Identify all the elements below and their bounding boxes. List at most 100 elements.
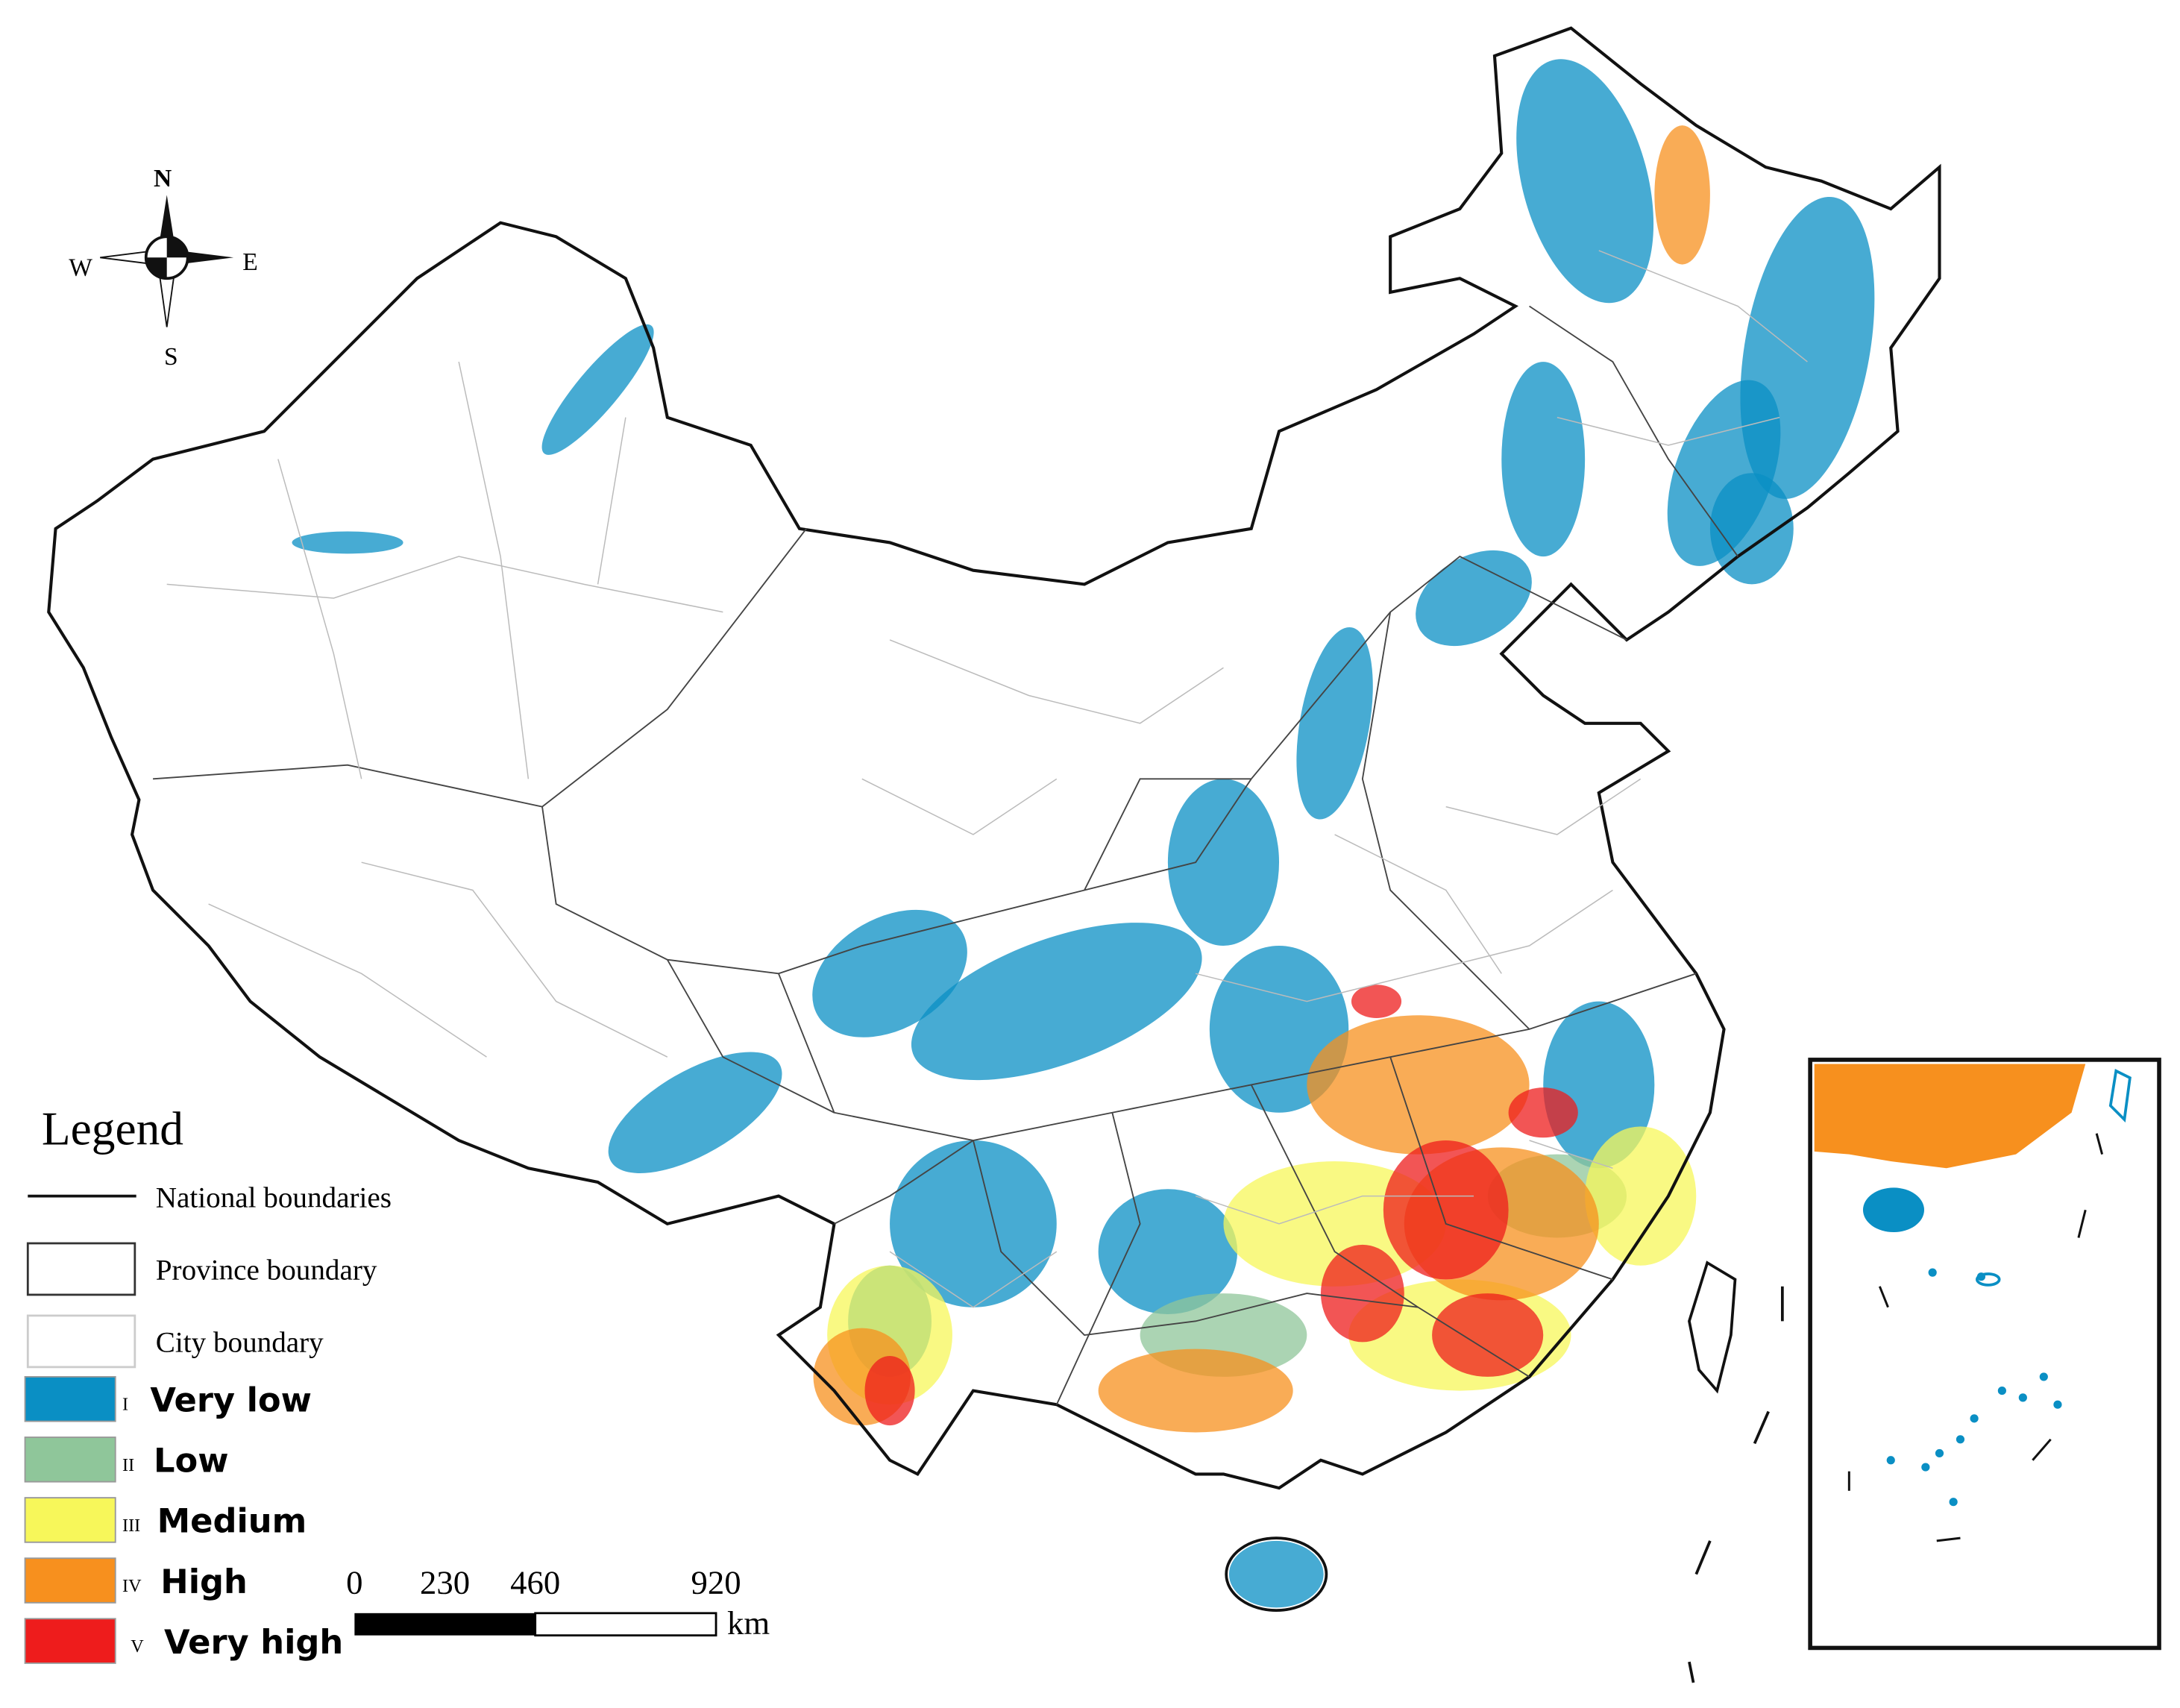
legend-label: High <box>160 1562 248 1601</box>
legend-boundary-label: Province boundary <box>156 1254 377 1286</box>
risk-area <box>1228 1540 1324 1608</box>
legend-boundary-label: National boundaries <box>156 1181 392 1214</box>
compass-w: W <box>69 254 92 282</box>
dash <box>1694 1540 1712 1575</box>
legend-numeral: IV <box>122 1576 142 1596</box>
risk-area <box>1098 1189 1238 1315</box>
inset-island <box>2053 1400 2062 1409</box>
risk-area <box>864 1355 915 1426</box>
inset-island <box>1949 1498 1958 1507</box>
legend-label: Very low <box>150 1381 312 1420</box>
inset-island <box>1970 1414 1979 1423</box>
legend-swatch <box>24 1437 116 1483</box>
compass-n: N <box>154 165 172 192</box>
inset-island <box>1997 1386 2006 1395</box>
scale-tick-label: 460 <box>510 1564 560 1601</box>
city-line <box>166 361 723 1058</box>
province-line <box>666 959 974 1225</box>
province-boundaries <box>152 305 1738 1405</box>
legend-numeral: II <box>122 1455 134 1475</box>
dash <box>1936 1536 1961 1542</box>
risk-area <box>1432 1293 1544 1377</box>
inset-island <box>1956 1435 1965 1444</box>
scale-segment-black <box>354 1613 535 1636</box>
hainan-island <box>1225 1536 1328 1612</box>
risk-area <box>1383 1140 1509 1280</box>
inset-island <box>2018 1393 2027 1402</box>
compass: N S W E <box>69 165 258 371</box>
inset-reef <box>1975 1272 2001 1287</box>
risk-area <box>1709 473 1794 585</box>
risk-area <box>1501 362 1586 557</box>
risk-area <box>608 1052 782 1173</box>
dash <box>2077 1209 2087 1238</box>
legend-classes: I Very low II Low III Medium IV High V Very high <box>24 1375 343 1664</box>
scale-unit: km <box>727 1604 770 1642</box>
risk-area <box>911 923 1202 1081</box>
legend-label: Medium <box>157 1501 307 1541</box>
risk-area <box>1508 1087 1578 1138</box>
dash <box>1688 1661 1695 1683</box>
scale-tick-label: 920 <box>691 1564 741 1601</box>
province-line <box>1055 1056 1613 1405</box>
legend-swatch <box>24 1557 116 1604</box>
scale-segment-white <box>534 1612 717 1637</box>
inset-island <box>1928 1268 1937 1277</box>
inset-dashes <box>1847 1133 2104 1542</box>
inset-islands <box>1886 1268 2062 1507</box>
dash <box>2032 1438 2052 1461</box>
legend-numeral: I <box>122 1395 128 1415</box>
taiwan-island <box>1688 1260 1737 1394</box>
risk-area <box>292 531 403 554</box>
risk-area <box>812 909 967 1037</box>
risk-area <box>1296 627 1373 820</box>
legend-numeral: III <box>122 1516 140 1536</box>
inset-taiwan <box>2108 1069 2132 1123</box>
compass-e: E <box>242 248 258 276</box>
risk-area <box>1351 985 1402 1018</box>
inset-island <box>1935 1448 1944 1458</box>
legend-title: Legend <box>42 1103 183 1155</box>
risk-area <box>1307 1015 1530 1155</box>
legend-province-swatch <box>26 1242 136 1296</box>
scale-tick-label: 230 <box>420 1564 470 1601</box>
inset-map <box>1808 1058 2161 1651</box>
risk-area <box>1516 59 1654 304</box>
city-line <box>889 250 1808 1308</box>
legend-swatch <box>24 1375 116 1422</box>
risk-area <box>1585 1126 1697 1266</box>
risk-area <box>541 324 654 455</box>
risk-area <box>1416 550 1532 647</box>
inset-island <box>1921 1463 1930 1472</box>
legend-boundary-label: City boundary <box>156 1326 324 1358</box>
risk-area <box>1654 125 1710 265</box>
dash <box>1753 1410 1770 1445</box>
inset-mainland <box>1814 1064 2086 1169</box>
inset-hainan <box>1862 1187 1924 1233</box>
nine-dash-line <box>1688 1286 1784 1683</box>
city-line <box>861 639 1642 1002</box>
legend: Legend National boundaries Province boun… <box>24 1103 392 1664</box>
inset-island <box>1886 1456 1895 1465</box>
inset-island <box>2039 1372 2048 1381</box>
legend-city-swatch <box>26 1314 136 1369</box>
legend-label: Low <box>154 1441 229 1481</box>
legend-swatch <box>24 1497 116 1543</box>
compass-center <box>145 236 188 279</box>
province-line <box>778 973 1697 1141</box>
scale-tick-label: 0 <box>346 1564 362 1601</box>
compass-s: S <box>164 343 178 371</box>
province-line <box>1084 305 1738 1030</box>
risk-area <box>1098 1348 1293 1433</box>
risk-area <box>1167 779 1280 946</box>
city-boundaries <box>166 250 1808 1308</box>
legend-numeral: V <box>131 1636 144 1657</box>
risk-areas <box>292 59 1875 1608</box>
legend-label: Very high <box>164 1622 343 1662</box>
legend-swatch <box>24 1618 116 1664</box>
risk-area <box>1320 1244 1404 1343</box>
dash <box>2095 1133 2104 1155</box>
